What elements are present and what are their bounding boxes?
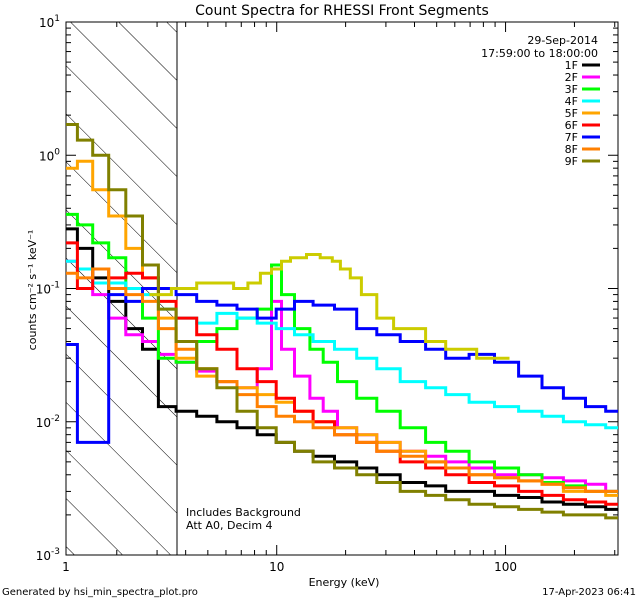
footer-timestamp: 17-Apr-2023 06:41 — [542, 587, 636, 598]
x-tick-label: 10 — [269, 560, 284, 574]
series-line-7f — [66, 287, 618, 444]
y-axis-label: counts cm⁻² s⁻¹ keV⁻¹ — [26, 230, 39, 351]
note-background: Includes Background — [186, 506, 301, 519]
series-line-2f — [66, 259, 618, 493]
legend-label-9f: 9F — [565, 155, 578, 168]
series-line-8f — [66, 267, 618, 493]
legend-label-4f: 4F — [565, 95, 578, 108]
series-layer — [66, 123, 618, 520]
legend-label-8f: 8F — [565, 143, 578, 156]
axis-ticks: 1 10 100 10-3 10-2 10-1 100 101 — [36, 14, 618, 574]
note-attenuator: Att A0, Decim 4 — [186, 519, 273, 532]
y-tick-label: 100 — [39, 147, 60, 163]
legend-label-5f: 5F — [565, 107, 578, 120]
y-tick-label: 10-3 — [36, 547, 60, 563]
y-tick-label: 10-2 — [36, 414, 60, 430]
footer-generated-by: Generated by hsi_min_spectra_plot.pro — [2, 587, 198, 598]
series-line-3f — [66, 212, 618, 493]
x-tick-label: 100 — [494, 560, 517, 574]
series-line-sum — [149, 253, 510, 360]
legend-label-3f: 3F — [565, 83, 578, 96]
y-tick-label: 101 — [39, 14, 60, 30]
x-axis-label: Energy (keV) — [309, 576, 380, 589]
time-range-label: 17:59:00 to 18:00:00 — [481, 47, 598, 60]
series-line-6f — [66, 241, 618, 506]
series-line-9f — [66, 123, 618, 520]
date-label: 29-Sep-2014 — [527, 34, 598, 47]
x-tick-label: 1 — [62, 560, 70, 574]
chart-title: Count Spectra for RHESSI Front Segments — [195, 3, 489, 19]
legend-label-7f: 7F — [565, 131, 578, 144]
legend-label-1f: 1F — [565, 59, 578, 72]
y-tick-label: 10-1 — [36, 281, 60, 297]
legend-label-2f: 2F — [565, 71, 578, 84]
legend-label-6f: 6F — [565, 119, 578, 132]
